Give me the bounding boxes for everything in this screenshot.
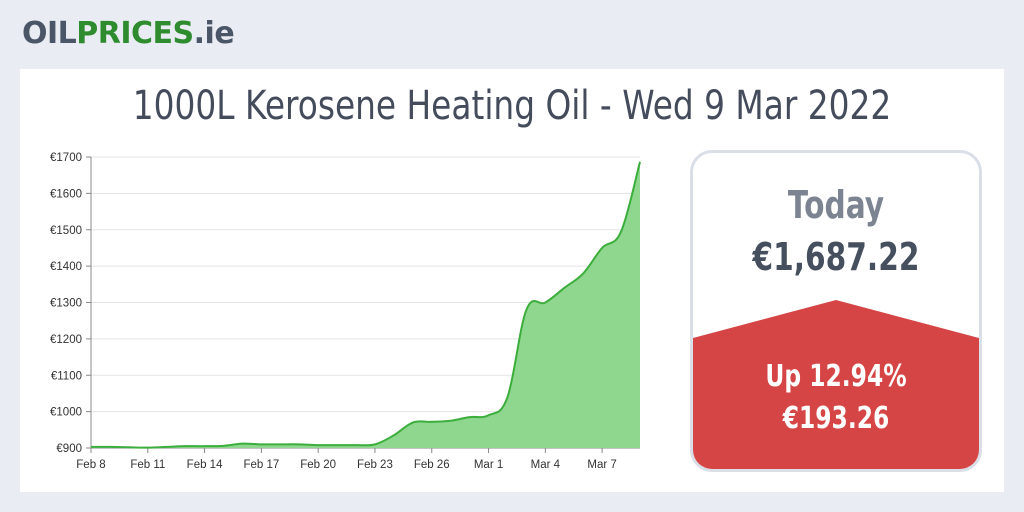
price-line <box>90 161 641 449</box>
brand-logo[interactable]: OILPRICES.ie <box>22 12 235 56</box>
price-area-fill <box>91 161 640 448</box>
y-tick-label: €1300 <box>50 298 82 310</box>
x-tick-label: Mar 1 <box>474 459 503 471</box>
y-tick-label: €1400 <box>50 261 82 273</box>
x-tick-label: Feb 11 <box>130 459 165 471</box>
brand-part-ie: .ie <box>193 16 235 51</box>
price-change-background <box>693 300 979 469</box>
change-percent: Up 12.94% <box>765 359 907 394</box>
today-summary-box: Today €1,687.22 Up 12.94% €193.26 <box>690 150 982 472</box>
x-tick-label: Feb 26 <box>414 459 450 471</box>
y-tick-label: €1500 <box>50 225 82 237</box>
x-tick-label: Feb 8 <box>76 459 105 471</box>
y-tick-label: €900 <box>56 443 82 455</box>
x-tick-label: Feb 23 <box>357 459 393 471</box>
y-tick-label: €1100 <box>51 370 82 382</box>
brand-part-prices: PRICES <box>76 16 194 51</box>
price-chart: €900 €1000 €1100 €1200 €1300 €1400 €1500 €1600 €… <box>50 152 641 471</box>
x-tick-label: Mar 4 <box>531 459 561 471</box>
x-tick-label: Feb 14 <box>187 459 223 471</box>
change-amount: €193.26 <box>782 401 890 436</box>
x-tick-label: Feb 17 <box>243 459 279 471</box>
y-tick-label: €1700 <box>50 152 82 164</box>
y-tick-label: €1000 <box>50 407 82 419</box>
today-price: €1,687.22 <box>752 235 920 279</box>
brand-part-oil: OIL <box>22 16 77 51</box>
x-tick-label: Feb 20 <box>300 459 336 471</box>
today-label: Today <box>787 183 885 227</box>
y-tick-label: €1600 <box>50 188 82 200</box>
y-tick-label: €1200 <box>50 334 82 346</box>
x-tick-label: Mar 7 <box>587 459 616 471</box>
price-card: 1000L Kerosene Heating Oil - Wed 9 Mar 2… <box>20 69 1004 492</box>
page-title: 1000L Kerosene Heating Oil - Wed 9 Mar 2… <box>132 83 892 129</box>
